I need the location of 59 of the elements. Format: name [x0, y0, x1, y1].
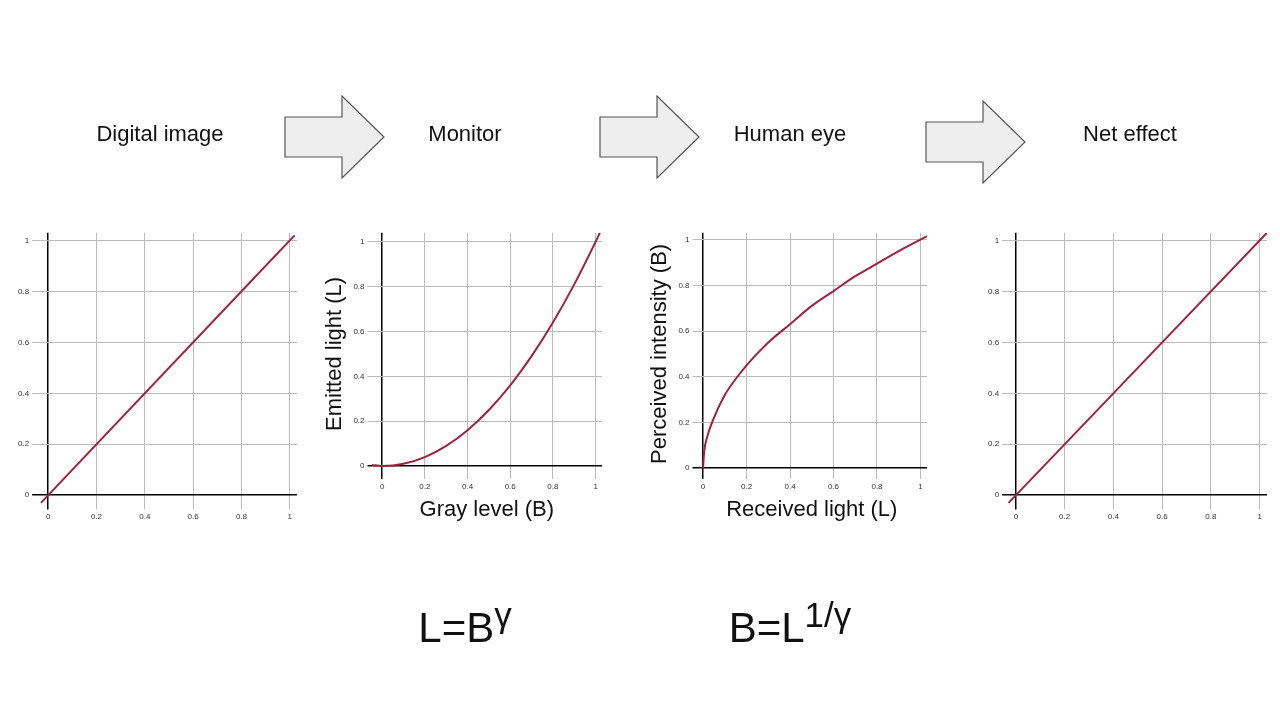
y-tick-label: 0	[994, 490, 1000, 500]
y-tick-label: 1	[24, 235, 30, 245]
x-tick-label: 1	[593, 482, 599, 491]
x-tick-label: 0	[379, 482, 385, 491]
x-tick-label: 0.8	[547, 482, 560, 491]
x-tick-label: 1	[918, 482, 924, 491]
x-tick-label: 0	[1013, 512, 1019, 522]
x-tick-label: 0.2	[90, 512, 103, 522]
x-tick-label: 0	[700, 482, 706, 491]
y-tick-label: 0.4	[18, 388, 30, 398]
x-tick-label: 0.8	[235, 512, 248, 522]
y-tick-label: 0.2	[988, 439, 1000, 449]
chart-title: Monitor	[427, 121, 503, 147]
y-tick-label: 0.8	[678, 280, 691, 290]
y-tick-label: 0.2	[18, 439, 30, 449]
text: L=B$^{γ}$	[417, 595, 513, 652]
x-tick-label: 0.6	[187, 512, 200, 522]
y-tick-label: 0.6	[678, 326, 691, 336]
y-tick-label: 0.6	[18, 337, 30, 347]
text: B=L$^{1/γ}$	[727, 595, 853, 652]
x-tick-label: 1	[1257, 512, 1263, 522]
y-axis-title: Perceived intensity (B)	[646, 243, 672, 464]
line-series	[702, 235, 927, 470]
y-tick-label: 0.4	[678, 371, 691, 381]
x-axis-title: Gray level (B)	[419, 495, 554, 521]
x-tick-label: 0.2	[740, 482, 753, 491]
chart-title: Net effect	[1082, 121, 1178, 147]
chart-title: Human eye	[732, 121, 848, 147]
y-tick-label: 1	[994, 235, 1000, 245]
y-tick-label: 0.6	[353, 326, 366, 336]
y-tick-label: 0.4	[988, 388, 1000, 398]
x-tick-label: 0.8	[1205, 512, 1218, 522]
x-tick-label: 0.6	[827, 482, 840, 491]
y-tick-label: 0.2	[353, 416, 366, 426]
x-tick-label: 0.2	[419, 482, 431, 491]
x-axis-title: Received light (L)	[726, 495, 898, 521]
x-tick-label: 0.4	[1107, 512, 1120, 522]
y-tick-label: 0.2	[678, 417, 691, 427]
y-tick-label: 0.8	[18, 286, 30, 296]
y-tick-label: 0.8	[353, 281, 366, 291]
x-tick-label: 0	[45, 512, 51, 522]
y-tick-label: 0	[360, 461, 366, 471]
y-tick-label: 1	[685, 234, 691, 244]
x-tick-label: 0.2	[1059, 512, 1071, 522]
x-tick-label: 0.4	[139, 512, 151, 522]
x-tick-label: 0.6	[1156, 512, 1169, 522]
x-tick-label: 0.4	[461, 482, 474, 491]
y-tick-label: 0	[24, 490, 30, 500]
y-tick-label: 1	[360, 236, 366, 246]
chart-title: Digital image	[95, 121, 225, 147]
x-tick-label: 0.6	[504, 482, 517, 491]
x-tick-label: 0.8	[871, 482, 884, 491]
y-tick-label: 0	[685, 463, 691, 473]
y-tick-label: 0.4	[353, 371, 366, 381]
y-axis-title: Emitted light (L)	[321, 276, 347, 431]
y-tick-label: 0.6	[988, 337, 1000, 347]
x-tick-label: 1	[287, 512, 293, 522]
y-tick-label: 0.8	[988, 286, 1000, 296]
x-tick-label: 0.4	[784, 482, 797, 491]
